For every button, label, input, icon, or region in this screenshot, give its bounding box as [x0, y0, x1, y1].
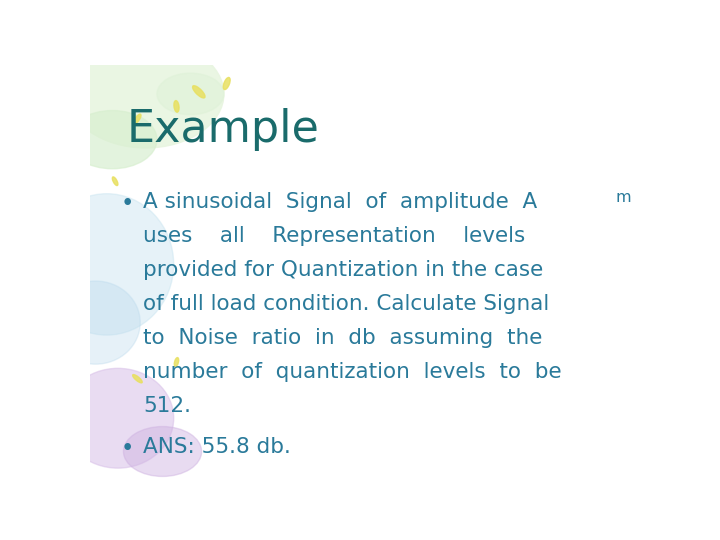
Text: •: •	[121, 436, 134, 460]
Text: m: m	[616, 190, 631, 205]
Ellipse shape	[51, 281, 140, 364]
Text: Example: Example	[126, 109, 319, 151]
Text: to  Noise  ratio  in  db  assuming  the: to Noise ratio in db assuming the	[143, 328, 542, 348]
Ellipse shape	[68, 40, 224, 148]
Ellipse shape	[124, 427, 202, 476]
Text: number  of  quantization  levels  to  be: number of quantization levels to be	[143, 362, 562, 382]
Text: A sinusoidal  Signal  of  amplitude  A: A sinusoidal Signal of amplitude A	[143, 192, 537, 212]
Text: 512.: 512.	[143, 396, 191, 416]
Text: uses    all    Representation    levels: uses all Representation levels	[143, 226, 526, 246]
Ellipse shape	[62, 368, 174, 468]
Text: provided for Quantization in the case: provided for Quantization in the case	[143, 260, 544, 280]
Ellipse shape	[223, 77, 230, 90]
Text: of full load condition. Calculate Signal: of full load condition. Calculate Signal	[143, 294, 549, 314]
Ellipse shape	[132, 375, 143, 383]
Ellipse shape	[68, 111, 157, 168]
Ellipse shape	[112, 177, 118, 186]
Ellipse shape	[157, 73, 224, 114]
Text: ANS: 55.8 db.: ANS: 55.8 db.	[143, 436, 291, 456]
Ellipse shape	[174, 100, 179, 112]
Ellipse shape	[134, 114, 141, 124]
Ellipse shape	[40, 194, 174, 335]
Ellipse shape	[192, 86, 205, 98]
Ellipse shape	[174, 357, 179, 367]
Text: •: •	[121, 192, 134, 214]
